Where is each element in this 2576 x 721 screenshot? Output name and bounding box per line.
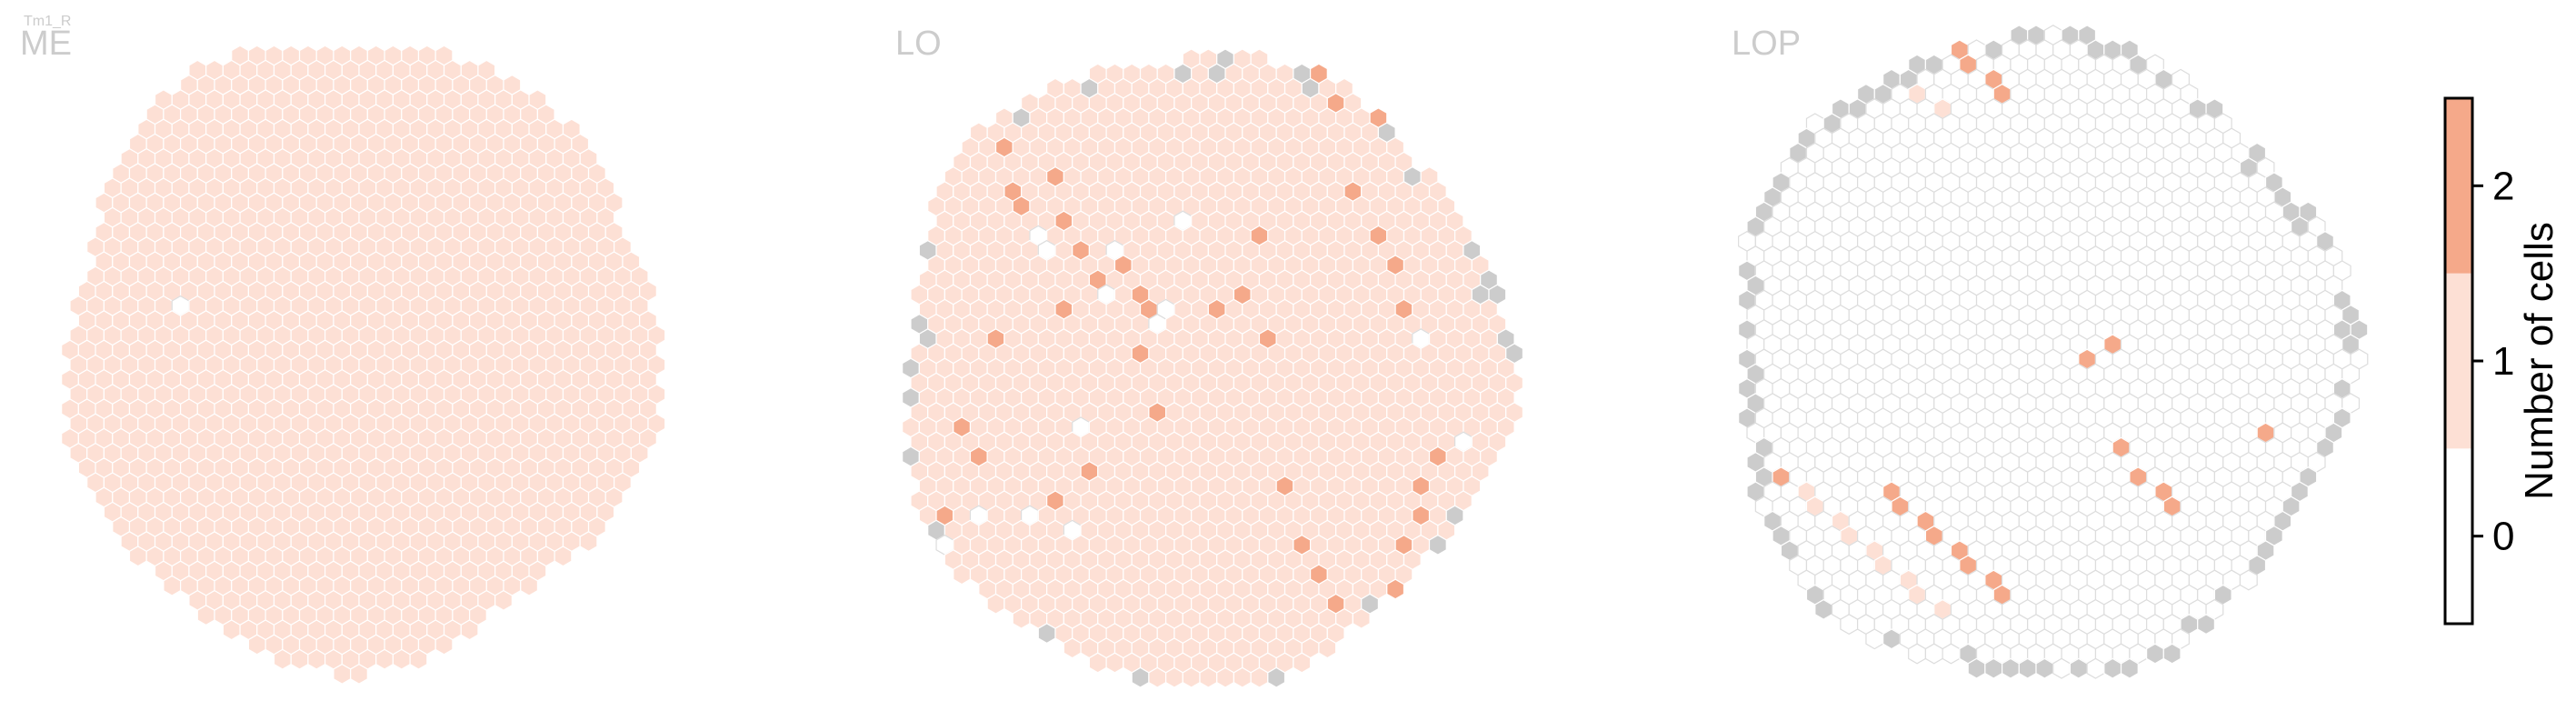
hex-cell (1216, 666, 1235, 688)
hex-cell (554, 546, 573, 567)
hex-grid-me (61, 45, 666, 685)
hex-cell (520, 575, 539, 596)
hex-cell (273, 648, 292, 670)
colorbar-label: Number of cells (2517, 222, 2561, 500)
hex-cell (350, 663, 368, 685)
colorbar-tick-label: 2 (2492, 164, 2514, 208)
hex-cell (2035, 657, 2054, 679)
hex-cell (1428, 534, 1447, 556)
colorbar: 0 1 2 Number of cells (2443, 96, 2561, 626)
panel-lop: LOP (1732, 25, 2369, 679)
hex-cell (1984, 657, 2003, 679)
hex-cell (128, 546, 147, 567)
hex-cell (1352, 607, 1371, 629)
hex-cell (2086, 657, 2105, 679)
hex-cell (1386, 578, 1405, 600)
hex-cell (196, 605, 215, 626)
hex-cell (1924, 643, 1943, 665)
hex-cell (163, 575, 182, 596)
hex-cell (1182, 666, 1201, 688)
hex-cell (2120, 657, 2139, 679)
colorbar-segment-2 (2445, 98, 2472, 274)
hex-cell (1882, 628, 1901, 650)
hex-cell (1037, 623, 1056, 645)
hex-cell (2239, 569, 2258, 591)
hex-cell (290, 648, 309, 670)
hex-cell (434, 634, 454, 656)
hex-cell (2001, 657, 2020, 679)
hex-cell (460, 619, 479, 641)
hex-cell (579, 531, 598, 553)
hex-grid-lo (902, 48, 1524, 688)
hex-cell (1967, 657, 1986, 679)
hex-cell (2018, 657, 2037, 679)
figure-title: Tm1_R (24, 14, 71, 29)
hex-cell (2103, 657, 2122, 679)
hex-cell (1865, 628, 1884, 650)
colorbar-segment-1 (2445, 273, 2472, 449)
panel-lo: LO (895, 25, 1524, 688)
hex-cell (2162, 643, 2182, 665)
hex-cell (953, 564, 972, 586)
colorbar-segment-0 (2445, 448, 2472, 624)
hex-cell (1063, 637, 1082, 659)
hex-cell (375, 648, 394, 670)
hex-cell (1293, 652, 1312, 674)
hex-cell (333, 663, 352, 685)
panel-title-lop: LOP (1732, 25, 1801, 63)
hex-cell (2145, 643, 2164, 665)
hex-cell (1814, 598, 1833, 620)
hex-cell (1105, 652, 1124, 674)
hex-cell (1840, 614, 1859, 636)
hex-cell (409, 648, 428, 670)
hex-cell (1164, 666, 1183, 688)
panel-me: ME (20, 25, 666, 685)
hex-cell (1088, 652, 1107, 674)
hex-cell (1012, 607, 1031, 629)
hex-cell (2197, 614, 2216, 636)
colorbar-tick-label: 1 (2492, 339, 2514, 384)
hex-cell (307, 648, 326, 670)
hex-cell (1318, 637, 1337, 659)
hex-cell (1233, 666, 1252, 688)
panel-title-lo: LO (895, 25, 942, 63)
hex-cell (1942, 643, 1961, 665)
hex-cell (1131, 666, 1150, 688)
colorbar-tick-label: 0 (2492, 515, 2514, 559)
hex-cell (1148, 666, 1167, 688)
hex-cell (222, 619, 241, 641)
hex-cell (392, 648, 411, 670)
hex-cell (2069, 657, 2088, 679)
hex-cell (1250, 666, 1269, 688)
hex-cell (494, 589, 513, 611)
hex-cell (247, 634, 266, 656)
hex-cell (1267, 666, 1286, 688)
hex-cell (986, 593, 1005, 615)
hex-cell (1908, 643, 1927, 665)
hex-cell (1199, 666, 1218, 688)
colorbar-ticks: 0 1 2 (2472, 164, 2514, 559)
hex-grid-lop (1738, 25, 2369, 679)
hex-cell (2052, 657, 2072, 679)
panel-title-me: ME (20, 25, 72, 63)
